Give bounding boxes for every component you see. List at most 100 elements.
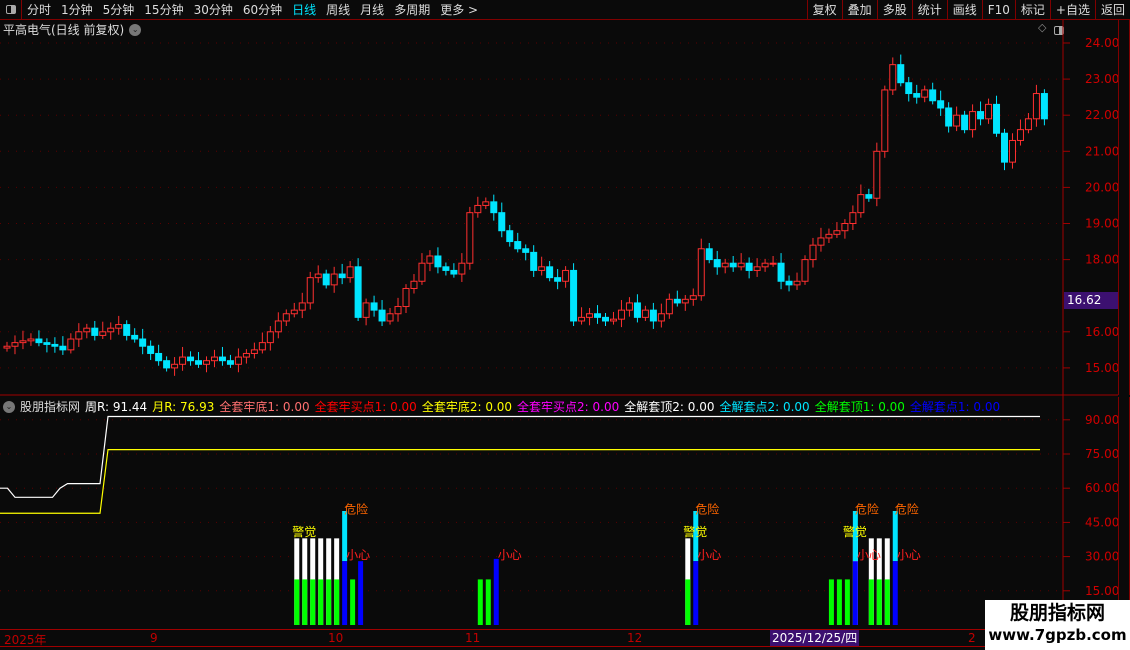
toolbar-button[interactable]: 复权 bbox=[806, 0, 842, 20]
candle-up bbox=[290, 309, 298, 315]
candle-down bbox=[322, 273, 330, 286]
candle-up bbox=[75, 331, 83, 340]
toolbar-button[interactable]: 统计 bbox=[911, 0, 947, 20]
chevron-down-icon[interactable]: ⌄ bbox=[129, 23, 142, 36]
candle-down bbox=[490, 201, 498, 214]
period-tab[interactable]: 日线 bbox=[292, 3, 317, 17]
candle-up bbox=[881, 89, 889, 152]
indicator-tick-label: 75.00 bbox=[1085, 447, 1119, 461]
candle-up bbox=[665, 298, 673, 315]
period-tab[interactable]: 分时 bbox=[27, 3, 52, 17]
candle-down bbox=[123, 324, 131, 336]
period-tab[interactable]: 5分钟 bbox=[102, 3, 135, 17]
candle-down bbox=[729, 262, 737, 268]
candle-down bbox=[602, 316, 609, 322]
green-bar bbox=[836, 579, 842, 625]
watermark: 股朋指标网 www.7gpzb.com bbox=[985, 600, 1130, 650]
candle-up bbox=[817, 237, 825, 246]
candle-up bbox=[306, 277, 314, 304]
candle-down bbox=[187, 356, 195, 362]
toolbar-button[interactable]: 画线 bbox=[946, 0, 982, 20]
candle-up bbox=[721, 262, 729, 268]
indicator-tick-label: 90.00 bbox=[1085, 413, 1119, 427]
diamond-icon[interactable]: ◇ bbox=[1038, 21, 1047, 34]
time-label: 2025年 bbox=[4, 633, 47, 647]
price-tick-label: 24.00 bbox=[1085, 36, 1119, 50]
candle-down bbox=[937, 100, 945, 109]
candle-up bbox=[314, 273, 322, 279]
top-toolbar: 分时 1分钟 5分钟 15分钟 30分钟 60分钟 日线 周线 月线 多周期 更多 > 复权 叠加 多股… bbox=[0, 0, 1130, 20]
indicator-value: 全解套点2: 0.00 bbox=[719, 400, 810, 414]
candle-down bbox=[522, 248, 530, 253]
chevron-down-icon[interactable]: ⌄ bbox=[3, 400, 15, 413]
candle-up bbox=[346, 266, 354, 279]
candle-up bbox=[394, 306, 402, 315]
time-label: 10 bbox=[328, 631, 344, 645]
green-bar bbox=[326, 579, 332, 625]
candle-up bbox=[857, 194, 865, 214]
toolbar-button[interactable]: 多股 bbox=[876, 0, 912, 20]
candle-up bbox=[67, 338, 75, 351]
indicator-value: 全解套点1: 0.00 bbox=[909, 400, 1001, 414]
time-axis: 2025年 9 10 11 12 2 2025/12/25/四 bbox=[0, 629, 1063, 647]
week-r-line bbox=[0, 415, 1040, 498]
period-tab[interactable]: 多周期 bbox=[394, 3, 431, 17]
time-label: 11 bbox=[465, 631, 481, 645]
candle-up bbox=[769, 262, 777, 265]
stock-title-text: 平高电气(日线 前复权) bbox=[3, 23, 125, 37]
candle-down bbox=[434, 255, 442, 268]
candle-up bbox=[171, 363, 179, 369]
toolbar-button[interactable]: +自选 bbox=[1049, 0, 1095, 20]
candle-up bbox=[793, 280, 801, 286]
careful-label: 小心 bbox=[346, 548, 370, 562]
blue-bar bbox=[358, 561, 364, 625]
candle-up bbox=[1016, 129, 1024, 141]
cursor-date-badge: 2025/12/25/四 bbox=[770, 630, 860, 646]
candle-up bbox=[681, 298, 689, 304]
price-tick-label: 18.00 bbox=[1085, 253, 1119, 267]
candle-up bbox=[179, 356, 187, 365]
candle-up bbox=[657, 313, 665, 322]
period-tab[interactable]: 30分钟 bbox=[193, 3, 233, 17]
candle-up bbox=[242, 352, 250, 358]
period-tab[interactable]: 月线 bbox=[360, 3, 385, 17]
toolbar-button[interactable]: F10 bbox=[981, 0, 1015, 20]
period-tab[interactable]: 周线 bbox=[326, 3, 351, 17]
period-tab[interactable]: 15分钟 bbox=[144, 3, 184, 17]
candle-up bbox=[889, 64, 897, 91]
candle-up bbox=[609, 318, 617, 322]
period-tab[interactable]: 更多 > bbox=[440, 3, 479, 17]
candle-down bbox=[91, 327, 99, 336]
danger-label: 危险 bbox=[344, 501, 368, 516]
period-tab[interactable]: 1分钟 bbox=[61, 3, 93, 17]
candle-down bbox=[705, 248, 713, 261]
cyan-bar bbox=[892, 511, 898, 562]
candle-up bbox=[482, 201, 490, 206]
candle-up bbox=[298, 302, 306, 311]
toolbar-button[interactable]: 标记 bbox=[1014, 0, 1050, 20]
candle-down bbox=[865, 194, 873, 199]
candle-down bbox=[354, 266, 362, 318]
candle-up bbox=[99, 331, 107, 336]
toolbar-button[interactable]: 返回 bbox=[1094, 0, 1130, 20]
candle-up bbox=[386, 313, 394, 322]
candle-down bbox=[226, 360, 234, 365]
candle-down bbox=[913, 93, 921, 98]
toolbar-button[interactable]: 叠加 bbox=[841, 0, 877, 20]
indicator-value: 全套牢买点1: 0.00 bbox=[314, 400, 417, 414]
candle-up bbox=[697, 248, 705, 297]
period-tab[interactable]: 60分钟 bbox=[242, 3, 283, 17]
candle-down bbox=[633, 302, 641, 318]
panel-toggle-button[interactable] bbox=[0, 0, 22, 20]
green-bar bbox=[310, 579, 316, 625]
price-tick-label: 19.00 bbox=[1085, 217, 1119, 231]
candle-up bbox=[761, 262, 769, 268]
indicator-name[interactable]: 股朋指标网 bbox=[20, 400, 81, 414]
indicator-value: 全套牢买点2: 0.00 bbox=[517, 400, 620, 414]
candle-up bbox=[1032, 93, 1040, 120]
candle-down bbox=[649, 309, 657, 322]
candle-up bbox=[689, 295, 697, 300]
candle-up bbox=[210, 356, 218, 362]
current-price-badge: 16.62 bbox=[1064, 292, 1118, 309]
